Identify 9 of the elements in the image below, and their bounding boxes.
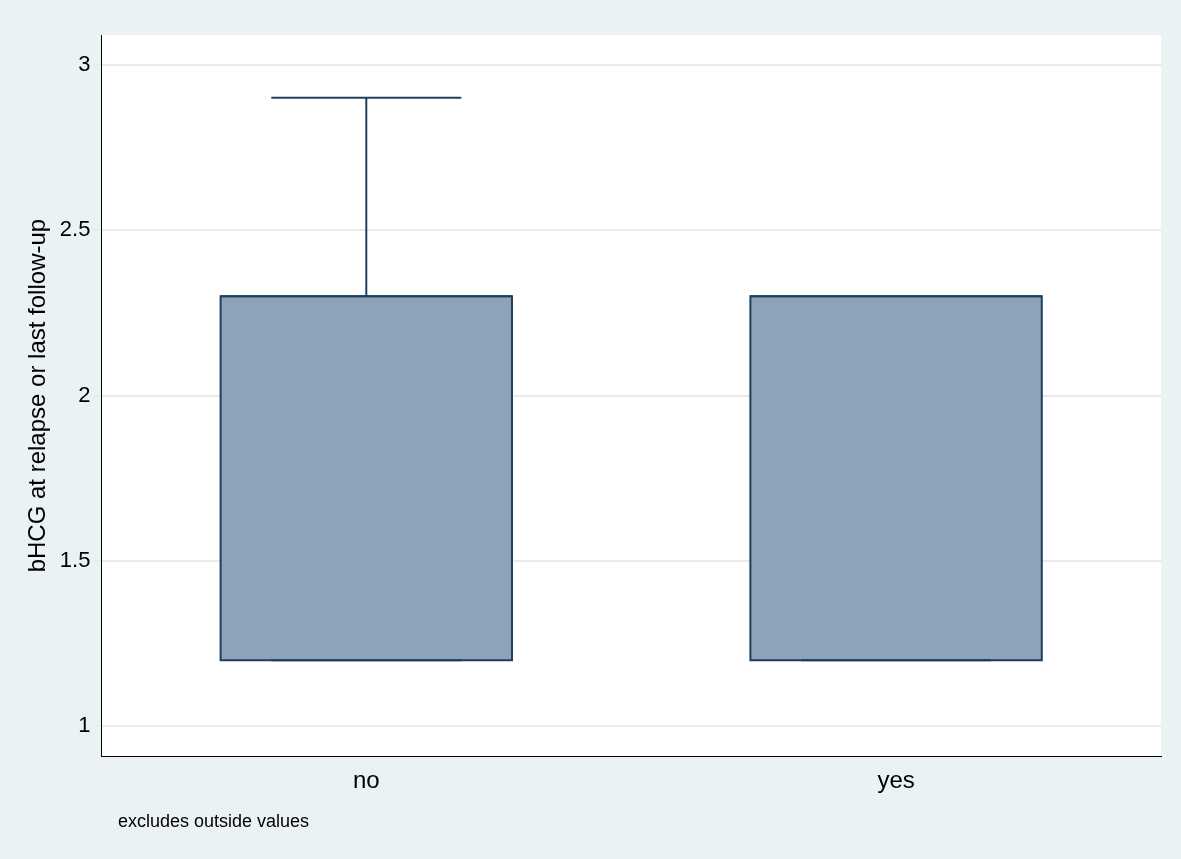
text: excludes outside values bbox=[118, 810, 310, 831]
y-axis-title: bHCG at relapse or last follow-up bbox=[23, 218, 51, 573]
x-tick-label: yes bbox=[877, 766, 915, 794]
y-tick-label: 2.5 bbox=[59, 216, 91, 242]
y-tick-label: 2 bbox=[78, 381, 91, 407]
y-tick-label: 1 bbox=[78, 712, 91, 738]
y-tick-label: 1.5 bbox=[59, 547, 91, 573]
y-tick-label: 3 bbox=[78, 50, 91, 76]
x-tick-label: no bbox=[352, 766, 380, 794]
